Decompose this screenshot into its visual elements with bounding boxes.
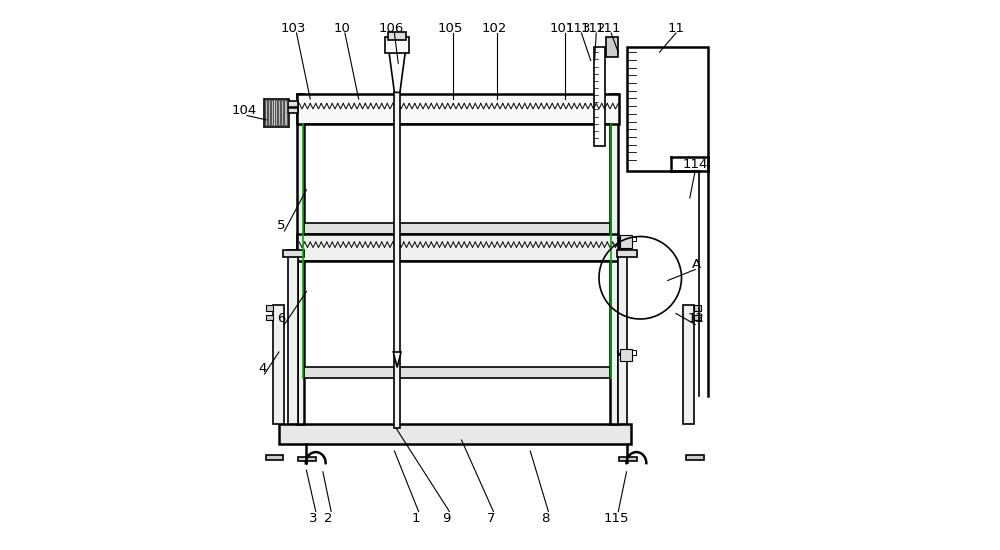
Text: 8: 8 [541, 512, 550, 525]
Text: 103: 103 [281, 22, 306, 35]
Bar [271, 100, 273, 125]
Bar [617, 250, 637, 257]
Text: 112: 112 [581, 22, 606, 35]
Bar [388, 32, 406, 40]
Bar [266, 315, 273, 320]
Text: 102: 102 [482, 22, 507, 35]
Text: 106: 106 [378, 22, 404, 35]
Polygon shape [393, 352, 401, 367]
Bar [296, 94, 304, 424]
Bar [279, 424, 631, 444]
Text: 11: 11 [668, 22, 684, 35]
Bar [266, 455, 283, 460]
Bar [304, 223, 610, 234]
Text: 115: 115 [604, 512, 629, 525]
Bar [265, 100, 267, 125]
Text: 111: 111 [596, 22, 621, 35]
Bar [304, 261, 610, 371]
Text: 104: 104 [232, 103, 257, 117]
Bar [274, 100, 277, 125]
Bar [594, 47, 604, 146]
Bar [284, 100, 287, 125]
Text: 1: 1 [412, 512, 420, 525]
Text: 12: 12 [688, 312, 705, 326]
Bar [620, 349, 632, 361]
Text: 101: 101 [549, 22, 575, 35]
Bar [618, 250, 627, 424]
Bar [298, 456, 316, 461]
Text: 5: 5 [277, 219, 286, 232]
Text: 2: 2 [324, 512, 333, 525]
Bar [273, 305, 284, 424]
Text: 4: 4 [258, 362, 267, 375]
Bar [620, 235, 632, 248]
Bar [606, 37, 618, 57]
Bar [296, 234, 618, 261]
Text: 113: 113 [566, 22, 591, 35]
Bar [304, 367, 610, 378]
Bar [632, 350, 636, 355]
Bar [694, 305, 701, 311]
Text: 114: 114 [683, 158, 708, 172]
Bar [686, 455, 704, 460]
Bar [264, 99, 289, 127]
Text: 9: 9 [442, 512, 451, 525]
Text: 105: 105 [438, 22, 463, 35]
Bar [278, 100, 280, 125]
Bar [632, 236, 636, 241]
Bar [394, 92, 400, 428]
Bar [610, 94, 618, 424]
Bar [694, 315, 701, 320]
Bar [626, 47, 708, 170]
Bar [283, 250, 304, 257]
Bar [619, 456, 637, 461]
Text: 7: 7 [486, 512, 495, 525]
Text: 3: 3 [309, 512, 317, 525]
Bar [304, 261, 610, 371]
Bar [266, 305, 273, 311]
Text: A: A [692, 257, 701, 271]
Bar [288, 250, 298, 424]
Bar [683, 305, 694, 424]
Polygon shape [389, 51, 405, 92]
Bar [296, 94, 619, 124]
Text: 6: 6 [277, 312, 286, 326]
Bar [288, 101, 298, 113]
Text: 10: 10 [333, 22, 350, 35]
Bar [304, 124, 610, 226]
Bar [281, 100, 283, 125]
Bar [304, 124, 610, 226]
Bar [385, 37, 409, 53]
Bar [268, 100, 270, 125]
